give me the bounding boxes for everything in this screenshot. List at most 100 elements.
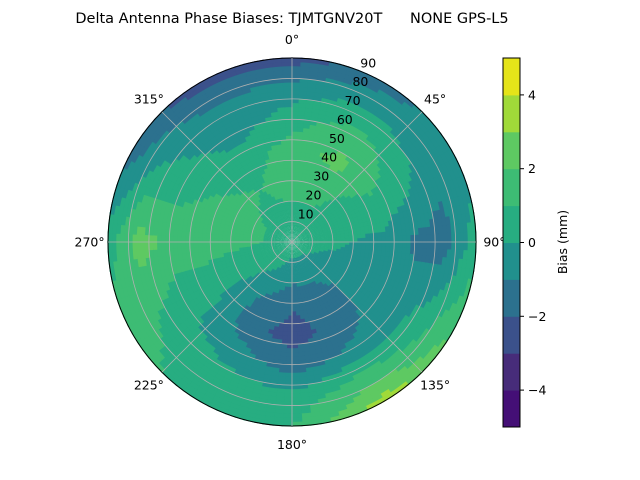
contour-cell <box>274 217 279 223</box>
contour-cell <box>314 229 320 234</box>
contour-cell <box>289 233 291 239</box>
contour-cell <box>289 192 293 198</box>
contour-cell <box>270 242 276 245</box>
contour-cell <box>291 196 295 202</box>
contour-cell <box>298 218 302 223</box>
contour-cell <box>315 256 321 261</box>
contour-cell <box>288 184 293 189</box>
contour-cell <box>361 241 367 247</box>
contour-cell <box>303 236 309 239</box>
contour-cell <box>242 184 249 191</box>
contour-cell <box>242 239 248 243</box>
contour-cell <box>307 225 312 230</box>
contour-cell <box>281 233 286 238</box>
contour-cell <box>298 205 302 211</box>
contour-cell <box>276 211 281 217</box>
contour-cell <box>333 255 340 261</box>
contour-cell <box>279 239 285 241</box>
contour-cell <box>275 266 280 272</box>
contour-cell <box>286 249 289 254</box>
contour-cell <box>278 272 283 278</box>
contour-cell <box>287 315 293 321</box>
contour-cell <box>300 218 304 224</box>
contour-cell <box>308 227 314 231</box>
contour-cell <box>313 228 319 233</box>
contour-cell <box>311 232 316 236</box>
contour-cell <box>292 242 294 247</box>
contour-cell <box>296 248 300 253</box>
contour-cell <box>239 290 246 298</box>
contour-cell <box>247 227 254 232</box>
contour-cell <box>305 194 311 201</box>
contour-cell <box>301 301 307 308</box>
contour-cell <box>313 259 319 265</box>
contour-cell <box>276 246 281 249</box>
contour-cell <box>285 253 288 258</box>
contour-cell <box>365 241 371 247</box>
contour-cell <box>217 245 223 251</box>
contour-cell <box>226 234 232 240</box>
contour-cell <box>294 286 298 292</box>
contour-cell <box>285 221 288 227</box>
contour-cell <box>258 223 264 228</box>
contour-cell <box>267 247 273 250</box>
contour-cell <box>284 226 288 232</box>
contour-cell <box>328 241 334 245</box>
contour-cell <box>289 278 293 284</box>
contour-cell <box>240 222 247 228</box>
contour-cell <box>303 271 308 277</box>
contour-cell <box>291 303 296 309</box>
contour-cell <box>281 227 286 233</box>
contour-cell <box>266 242 272 245</box>
contour-cell <box>250 243 256 247</box>
contour-cell <box>268 223 274 228</box>
contour-cell <box>296 290 301 296</box>
contour-cell <box>283 248 288 253</box>
contour-cell <box>360 230 366 236</box>
contour-cell <box>302 197 307 204</box>
contour-cell <box>246 243 252 248</box>
contour-cell <box>294 245 297 250</box>
contour-cell <box>249 256 255 261</box>
contour-cell <box>290 237 292 242</box>
contour-cell <box>286 245 290 249</box>
contour-cell <box>293 229 295 235</box>
contour-cell <box>289 229 291 235</box>
contour-cell <box>303 238 309 241</box>
contour-cell <box>270 252 275 256</box>
contour-cell <box>277 248 283 253</box>
contour-cell <box>294 253 297 259</box>
contour-cell <box>300 214 305 220</box>
contour-cell <box>359 226 366 232</box>
contour-cell <box>302 309 308 316</box>
contour-cell <box>286 196 291 202</box>
contour-cell <box>299 251 303 256</box>
contour-cell <box>287 242 292 244</box>
contour-cell <box>340 233 346 238</box>
contour-cell <box>285 226 288 231</box>
contour-cell <box>298 233 303 238</box>
contour-cell <box>213 241 219 247</box>
contour-cell <box>308 253 314 257</box>
contour-cell <box>274 223 279 228</box>
contour-cell <box>286 192 290 198</box>
contour-cell <box>305 217 310 223</box>
contour-cell <box>276 246 282 250</box>
contour-cell <box>255 230 261 234</box>
contour-cell <box>315 234 321 238</box>
contour-cell <box>294 298 299 304</box>
contour-cell <box>293 245 297 251</box>
contour-cell <box>286 234 290 239</box>
contour-cell <box>263 257 269 262</box>
contour-cell <box>293 245 295 251</box>
contour-cell <box>280 260 284 266</box>
contour-cell <box>293 245 296 251</box>
contour-cell <box>299 228 304 233</box>
contour-cell <box>289 220 292 226</box>
contour-cell <box>287 245 290 250</box>
contour-cell <box>336 236 342 240</box>
contour-cell <box>269 229 275 233</box>
contour-cell <box>283 243 289 245</box>
contour-cell <box>302 246 308 250</box>
contour-cell <box>294 234 297 239</box>
